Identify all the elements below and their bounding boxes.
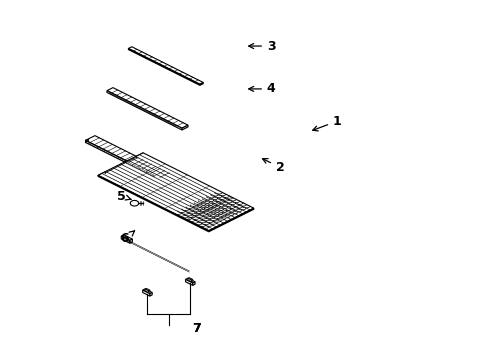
Text: 7: 7 [191,322,200,335]
Text: 6: 6 [120,231,134,246]
Polygon shape [182,125,187,130]
Polygon shape [142,289,152,294]
Text: 4: 4 [248,82,275,95]
Text: 5: 5 [117,190,131,203]
Polygon shape [185,279,192,285]
Polygon shape [187,278,191,282]
Polygon shape [142,290,149,296]
Polygon shape [121,235,132,240]
Polygon shape [164,175,173,182]
Polygon shape [148,290,150,292]
Polygon shape [208,208,253,232]
Polygon shape [200,82,203,85]
Polygon shape [149,292,152,296]
Polygon shape [121,236,130,243]
Polygon shape [191,279,192,282]
Polygon shape [145,288,150,291]
Polygon shape [145,289,148,292]
Polygon shape [130,239,132,243]
Polygon shape [128,49,200,85]
Polygon shape [128,47,203,84]
Polygon shape [107,87,187,128]
Polygon shape [98,175,208,232]
Polygon shape [98,153,253,231]
Polygon shape [192,282,195,285]
Polygon shape [130,201,139,206]
Text: 2: 2 [262,159,284,174]
Polygon shape [185,278,195,283]
Text: 1: 1 [312,114,341,131]
Polygon shape [85,136,173,180]
Polygon shape [187,278,192,280]
Polygon shape [107,91,182,130]
Polygon shape [85,140,164,182]
Text: 3: 3 [248,40,275,53]
Text: 7: 7 [191,322,200,335]
